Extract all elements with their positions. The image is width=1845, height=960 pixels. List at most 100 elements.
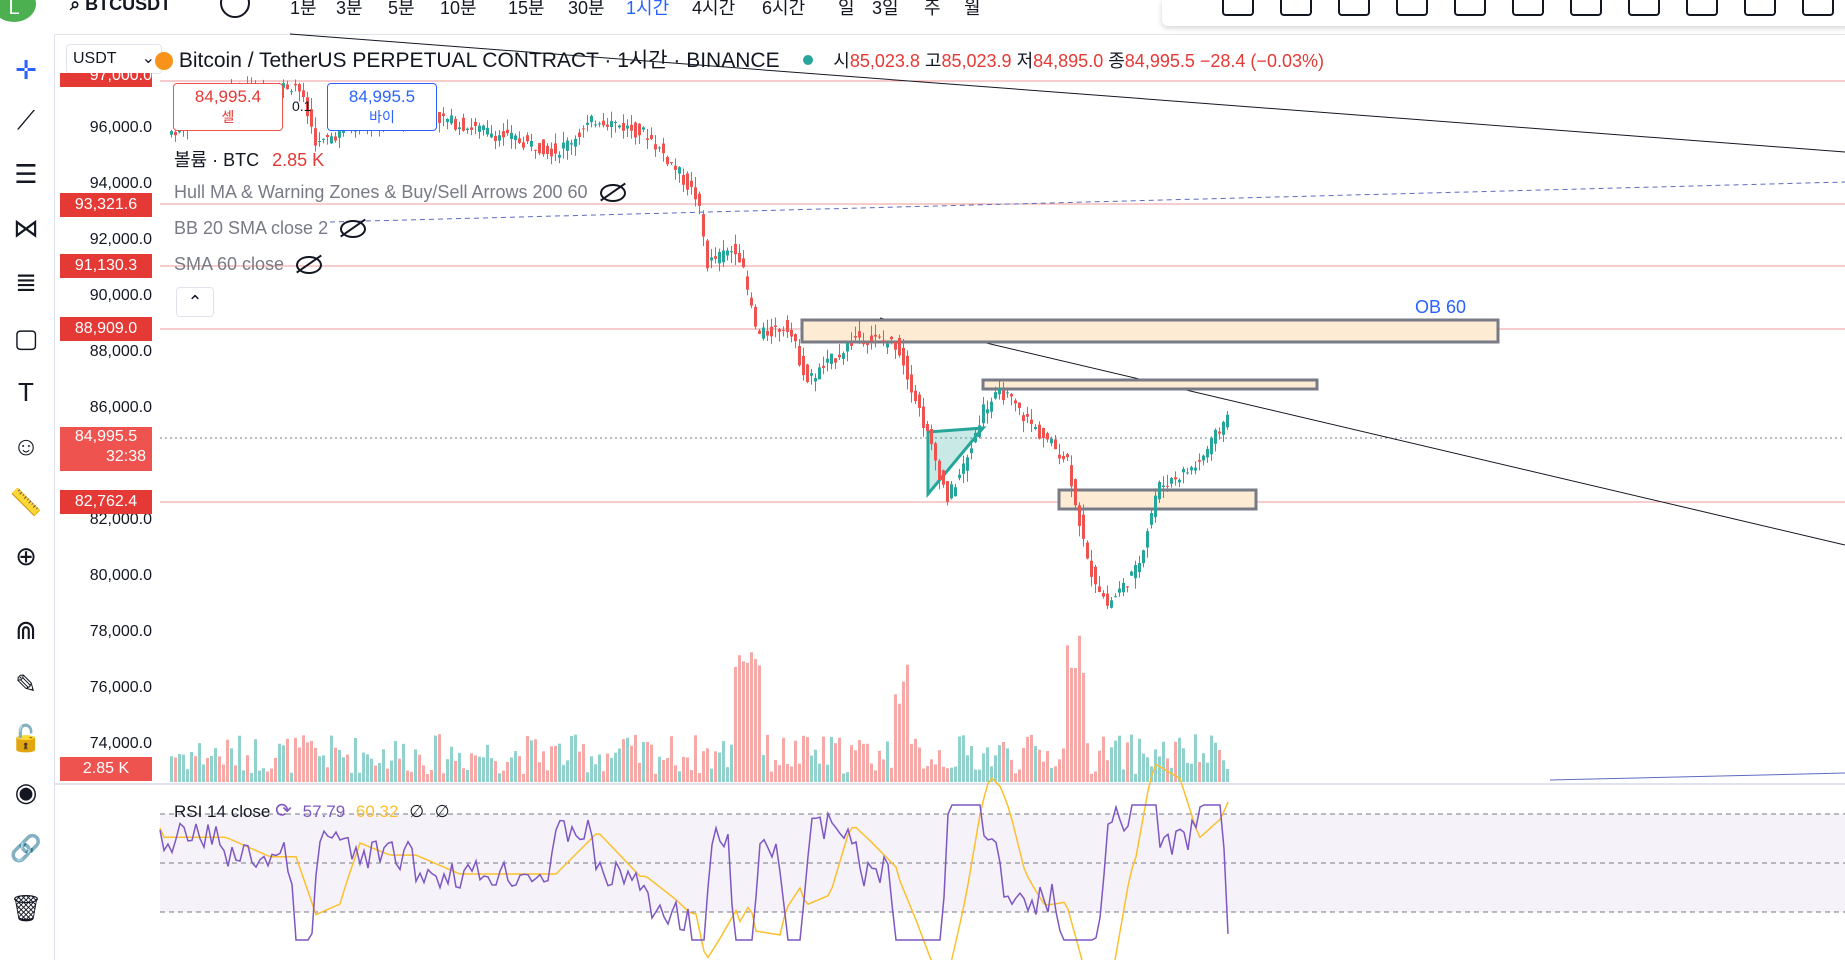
- trend-line-icon[interactable]: ⟋: [16, 105, 36, 135]
- volume-bar: [486, 744, 489, 782]
- timeframe-4[interactable]: 15분: [508, 0, 545, 18]
- candle: [1038, 424, 1041, 439]
- volume-bar: [674, 765, 677, 782]
- timeframe-7[interactable]: 4시간: [692, 0, 736, 18]
- volume-bar: [774, 760, 777, 782]
- path-tool-icon[interactable]: [1628, 0, 1660, 16]
- candle: [858, 331, 861, 338]
- check-tool-icon[interactable]: [1454, 0, 1486, 16]
- candle: [614, 121, 617, 123]
- symbol-title[interactable]: Bitcoin / TetherUS PERPETUAL CONTRACT · …: [178, 49, 780, 72]
- timeframe-8[interactable]: 6시간: [762, 0, 806, 18]
- volume-bar: [598, 754, 601, 782]
- flag-tool-icon[interactable]: [1570, 0, 1602, 16]
- timeframe-1[interactable]: 3분: [336, 0, 363, 18]
- collapse-legend-button[interactable]: ⌃: [176, 287, 214, 317]
- currency-select[interactable]: USDT ⌄: [66, 44, 162, 74]
- candle: [330, 136, 333, 144]
- candle: [594, 124, 597, 126]
- arrow-tool-icon[interactable]: [1686, 0, 1718, 16]
- timeframe-6[interactable]: 1시간: [626, 0, 670, 18]
- pin-tool-icon[interactable]: [1802, 0, 1834, 16]
- volume-bar: [198, 743, 201, 782]
- candle: [930, 429, 933, 445]
- ruler-icon[interactable]: 📏: [9, 487, 43, 517]
- candle: [878, 336, 881, 338]
- volume-bar: [878, 750, 881, 782]
- candle: [834, 358, 837, 363]
- volume-label[interactable]: 볼륨 · BTC 2.85 K: [174, 150, 325, 170]
- volume-bar: [814, 749, 817, 782]
- pattern-icon[interactable]: ⋈: [13, 213, 39, 243]
- volume-bar: [782, 737, 785, 782]
- volume-bar: [1146, 757, 1149, 782]
- candle: [514, 135, 517, 141]
- candle: [1118, 588, 1121, 593]
- sma-label[interactable]: SMA 60 close: [174, 254, 323, 275]
- pen-tool-icon[interactable]: [1512, 0, 1544, 16]
- candle: [958, 474, 961, 478]
- timeframe-9[interactable]: 일: [838, 0, 855, 18]
- hidden-eye-icon[interactable]: [296, 256, 323, 275]
- magnet-icon[interactable]: ⋒: [15, 615, 37, 645]
- rectangle-tool-icon[interactable]: [1222, 0, 1254, 16]
- candle: [610, 121, 613, 128]
- user-avatar[interactable]: L: [0, 0, 36, 22]
- timeframe-10[interactable]: 3일: [872, 0, 899, 18]
- sell-button[interactable]: 84,995.4 셀: [173, 83, 283, 131]
- trash-icon[interactable]: 🗑: [9, 893, 43, 923]
- eye-icon[interactable]: ◉: [14, 777, 38, 807]
- parallel-channel-icon[interactable]: ☰: [14, 159, 38, 189]
- volume-bar: [858, 740, 861, 782]
- volume-bar: [1178, 737, 1181, 782]
- volume-bar: [462, 768, 465, 782]
- rsi-label[interactable]: RSI 14 close ⟳ 57.79 60.32 ∅ ∅: [174, 800, 450, 822]
- volume-bar: [950, 767, 953, 782]
- frame-tool-icon[interactable]: [1338, 0, 1370, 16]
- volume-bar: [538, 762, 541, 782]
- volume-bar: [806, 737, 809, 782]
- cycle-tool-icon[interactable]: [1744, 0, 1776, 16]
- hidden-eye-icon[interactable]: [340, 220, 367, 239]
- timeframe-0[interactable]: 1분: [290, 0, 317, 18]
- candle: [822, 365, 825, 368]
- timeframe-5[interactable]: 30분: [568, 0, 605, 18]
- candle: [806, 364, 809, 382]
- candle: [1178, 479, 1181, 483]
- candle: [658, 147, 661, 149]
- symbol-search[interactable]: ⌕ BTCUSDT: [70, 0, 171, 15]
- candle: [686, 173, 689, 190]
- hull-ma-label[interactable]: Hull MA & Warning Zones & Buy/Sell Arrow…: [174, 182, 626, 203]
- list-tool-icon[interactable]: [1396, 0, 1428, 16]
- crosshair-icon[interactable]: ✛: [15, 55, 37, 85]
- volume-bar: [898, 703, 901, 782]
- zoom-in-icon[interactable]: ⊕: [15, 541, 37, 571]
- candle: [290, 91, 293, 93]
- volume-bar: [354, 737, 357, 782]
- lock-icon[interactable]: 🔓: [9, 723, 43, 753]
- timeframe-12[interactable]: 월: [964, 0, 981, 18]
- lock-drawing-icon[interactable]: ✎: [15, 669, 37, 699]
- lines-tool-icon[interactable]: [1280, 0, 1312, 16]
- volume-bar: [234, 765, 237, 782]
- volume-bar: [882, 759, 885, 782]
- text-icon[interactable]: T: [18, 377, 34, 407]
- buy-button[interactable]: 84,995.5 바이: [327, 83, 437, 131]
- candle: [1174, 477, 1177, 480]
- timeframe-2[interactable]: 5분: [388, 0, 415, 18]
- volume-bar: [690, 770, 693, 782]
- candle: [874, 334, 877, 337]
- hidden-eye-icon[interactable]: [599, 184, 626, 203]
- candle: [830, 353, 833, 365]
- candle: [710, 257, 713, 261]
- bb-label[interactable]: BB 20 SMA close 2: [174, 218, 367, 239]
- emoji-icon[interactable]: ☺: [12, 431, 40, 461]
- timeframe-11[interactable]: 주: [924, 0, 941, 18]
- candle: [842, 353, 845, 360]
- volume-bar: [366, 754, 369, 782]
- volume-bar: [1002, 742, 1005, 782]
- fib-icon[interactable]: ≣: [15, 267, 37, 297]
- shape-icon[interactable]: ▢: [13, 323, 39, 353]
- timeframe-3[interactable]: 10분: [440, 0, 477, 18]
- link-icon[interactable]: 🔗: [9, 833, 43, 863]
